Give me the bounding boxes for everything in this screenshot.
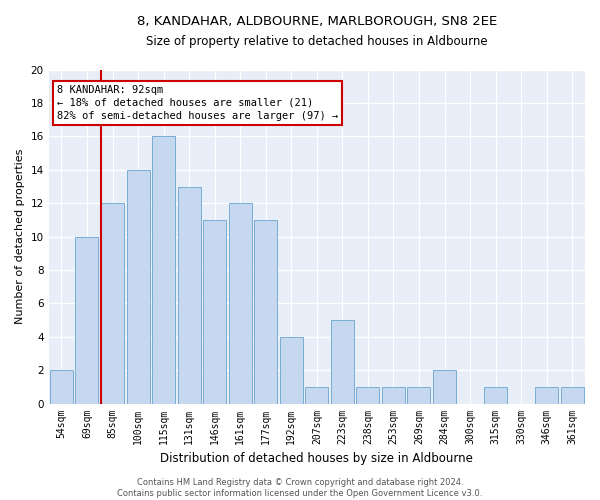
Text: 8 KANDAHAR: 92sqm
← 18% of detached houses are smaller (21)
82% of semi-detached: 8 KANDAHAR: 92sqm ← 18% of detached hous… xyxy=(57,84,338,121)
X-axis label: Distribution of detached houses by size in Aldbourne: Distribution of detached houses by size … xyxy=(160,452,473,465)
Bar xyxy=(356,387,379,404)
Text: 8, KANDAHAR, ALDBOURNE, MARLBOROUGH, SN8 2EE: 8, KANDAHAR, ALDBOURNE, MARLBOROUGH, SN8… xyxy=(137,15,497,28)
Bar xyxy=(305,387,328,404)
Bar xyxy=(407,387,430,404)
Bar xyxy=(203,220,226,404)
Bar xyxy=(254,220,277,404)
Bar xyxy=(50,370,73,404)
Bar xyxy=(382,387,405,404)
Bar xyxy=(101,203,124,404)
Title: Size of property relative to detached houses in Aldbourne: Size of property relative to detached ho… xyxy=(146,34,488,48)
Bar xyxy=(127,170,149,404)
Bar xyxy=(76,236,98,404)
Bar xyxy=(484,387,507,404)
Bar xyxy=(152,136,175,404)
Bar xyxy=(280,337,303,404)
Text: Contains HM Land Registry data © Crown copyright and database right 2024.
Contai: Contains HM Land Registry data © Crown c… xyxy=(118,478,482,498)
Bar xyxy=(331,320,354,404)
Bar xyxy=(535,387,558,404)
Bar xyxy=(433,370,456,404)
Bar xyxy=(561,387,584,404)
Bar xyxy=(229,203,252,404)
Y-axis label: Number of detached properties: Number of detached properties xyxy=(15,149,25,324)
Bar xyxy=(178,186,200,404)
